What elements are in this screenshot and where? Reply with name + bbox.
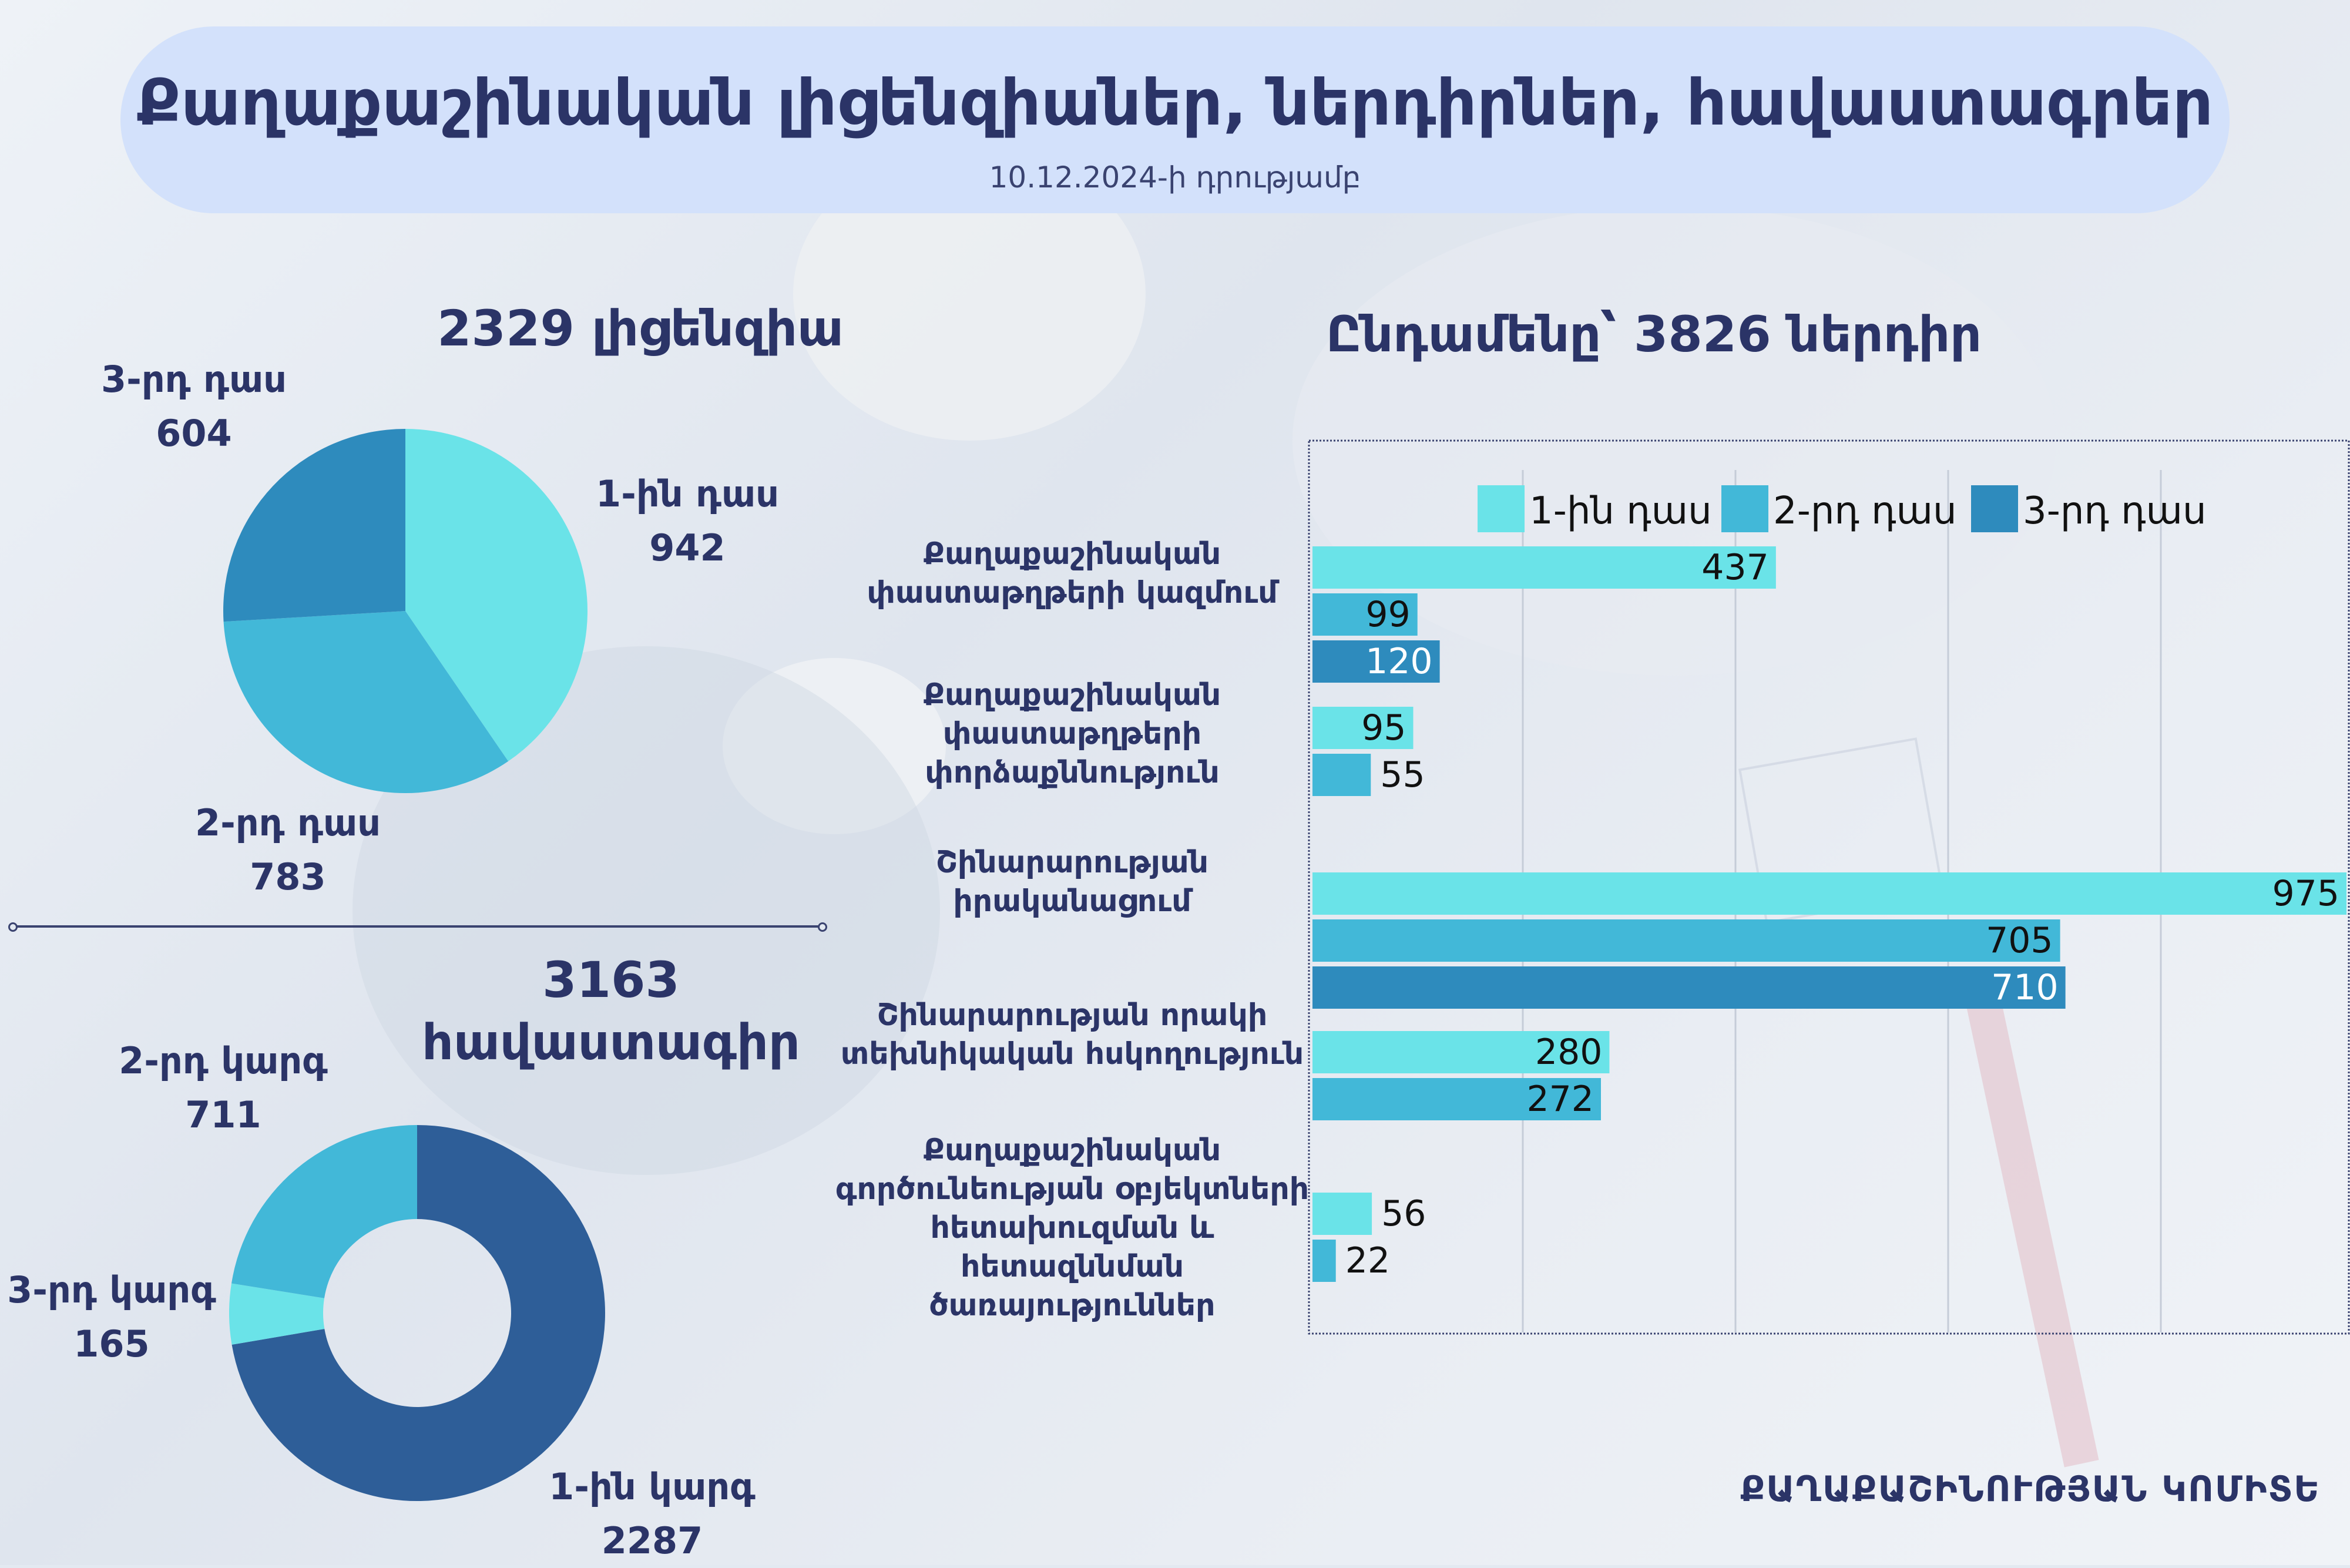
- certificates-label-level2: 2-րդ կարգ 711: [112, 1034, 335, 1142]
- category-label: Քաղաքաշինական: [924, 677, 1221, 713]
- donut-slice-level2: [231, 1125, 417, 1298]
- category-label: տեխնիկական հսկողություն: [841, 1036, 1304, 1072]
- legend-swatch: [1478, 485, 1525, 532]
- donut-slice-level1: [231, 1125, 605, 1501]
- licenses-title: 2329 լիցենզիա: [437, 300, 844, 357]
- category-label: Քաղաքաշինական: [924, 1133, 1221, 1168]
- licenses-label-class3: 3-րդ դաս 604: [88, 352, 300, 461]
- pie-slice-class3: [223, 429, 405, 622]
- category-label: ծառայություններ: [929, 1288, 1215, 1323]
- licenses-pie-chart: [223, 429, 588, 793]
- pie-slice-class2: [223, 611, 509, 793]
- bar-value-label: 99: [1365, 594, 1410, 635]
- bar-value-label: 55: [1380, 754, 1425, 795]
- category-label: Շինարարության որակի: [877, 998, 1268, 1033]
- bar: [1312, 707, 1414, 749]
- bar: [1312, 1031, 1610, 1073]
- bar-value-label: 437: [1701, 547, 1769, 588]
- organization-footer: ՔԱՂԱՔԱՇԻՆՈՒԹՅԱՆ ԿՈՄԻՏԵ: [1740, 1469, 2321, 1510]
- bar: [1312, 754, 1371, 796]
- category-label: փաստաթղթերի: [943, 716, 1201, 751]
- bar: [1312, 640, 1440, 683]
- licenses-label-class2: 2-րդ դաս 783: [182, 796, 394, 904]
- slice-value: 783: [250, 855, 326, 898]
- bar: [1312, 872, 2346, 915]
- category-label: փաստաթղթերի կազմում: [867, 575, 1280, 610]
- bar-value-label: 95: [1361, 707, 1406, 748]
- certificates-word: հավաստագիր: [422, 1013, 800, 1071]
- bar-value-label: 705: [1986, 920, 2053, 961]
- legend-label: 3-րդ դաս: [2023, 489, 2207, 533]
- bar-value-label: 120: [1365, 641, 1433, 682]
- bar: [1312, 1078, 1601, 1120]
- certificates-label-level1: 1-ին կարգ 2287: [540, 1460, 764, 1568]
- slice-label: 2-րդ դաս: [194, 801, 381, 844]
- category-label: Շինարարության: [936, 845, 1208, 880]
- date-subtitle: 10.12.2024-ի դրությամբ: [989, 160, 1361, 194]
- header-banner: Քաղաքաշինական լիցենզիաներ, ներդիրներ, հա…: [120, 26, 2230, 213]
- bar-value-label: 280: [1535, 1032, 1603, 1073]
- slice-value: 165: [73, 1322, 150, 1365]
- slice-label: 3-րդ դաս: [100, 358, 287, 401]
- legend-label: 2-րդ դաս: [1773, 489, 1957, 533]
- category-label: իրականացում: [953, 884, 1193, 919]
- bar-value-label: 272: [1526, 1079, 1594, 1120]
- section-divider: [8, 922, 827, 932]
- certificates-title: 3163 հավաստագիր: [376, 949, 846, 1073]
- slice-label: 3-րդ կարգ: [7, 1268, 216, 1311]
- slice-label: 1-ին կարգ: [549, 1465, 756, 1508]
- category-label: հետախուզման և: [930, 1210, 1214, 1245]
- slice-value: 942: [649, 526, 726, 569]
- legend-swatch: [1721, 485, 1768, 532]
- category-label: հետազննման: [961, 1249, 1184, 1284]
- bar: [1312, 1193, 1372, 1235]
- inserts-bar-chart: 1-ին դաս 2-րդ դաս 3-րդ դաս Քաղաքաշինականփա…: [835, 439, 2350, 1335]
- bar-value-label: 975: [2272, 873, 2339, 914]
- slice-value: 711: [185, 1093, 261, 1136]
- pie-slice-class1: [405, 429, 588, 761]
- legend-label: 1-ին դաս: [1529, 489, 1712, 533]
- slice-label: 2-րդ կարգ: [119, 1039, 328, 1082]
- bar-value-label: 56: [1381, 1193, 1426, 1234]
- slice-value: 2287: [601, 1519, 703, 1562]
- bar-value-label: 22: [1345, 1240, 1390, 1281]
- slice-value: 604: [156, 412, 232, 455]
- bar: [1312, 1240, 1336, 1282]
- bar-value-label: 710: [1991, 967, 2059, 1008]
- certificates-label-level3: 3-րդ կարգ 165: [0, 1263, 223, 1371]
- certificates-donut-chart: [229, 1125, 605, 1501]
- slice-label: 1-ին դաս: [595, 472, 780, 515]
- plot-frame: [1308, 439, 2350, 1335]
- bar: [1312, 919, 2060, 962]
- category-label: գործունեության օբյեկտների: [835, 1171, 1309, 1207]
- page-title: Քաղաքաշինական լիցենզիաներ, ներդիրներ, հա…: [136, 66, 2214, 140]
- bar: [1312, 593, 1418, 636]
- bar: [1312, 546, 1776, 589]
- certificates-total: 3163: [542, 951, 680, 1009]
- category-label: Քաղաքաշինական: [924, 536, 1221, 572]
- category-label: փորձաքննություն: [925, 755, 1220, 790]
- bar: [1312, 966, 2066, 1009]
- licenses-label-class1: 1-ին դաս 942: [593, 467, 781, 575]
- inserts-title: Ընդամենը՝ 3826 ներդիր: [1325, 305, 1982, 363]
- legend-swatch: [1971, 485, 2018, 532]
- donut-slice-level3: [229, 1283, 325, 1345]
